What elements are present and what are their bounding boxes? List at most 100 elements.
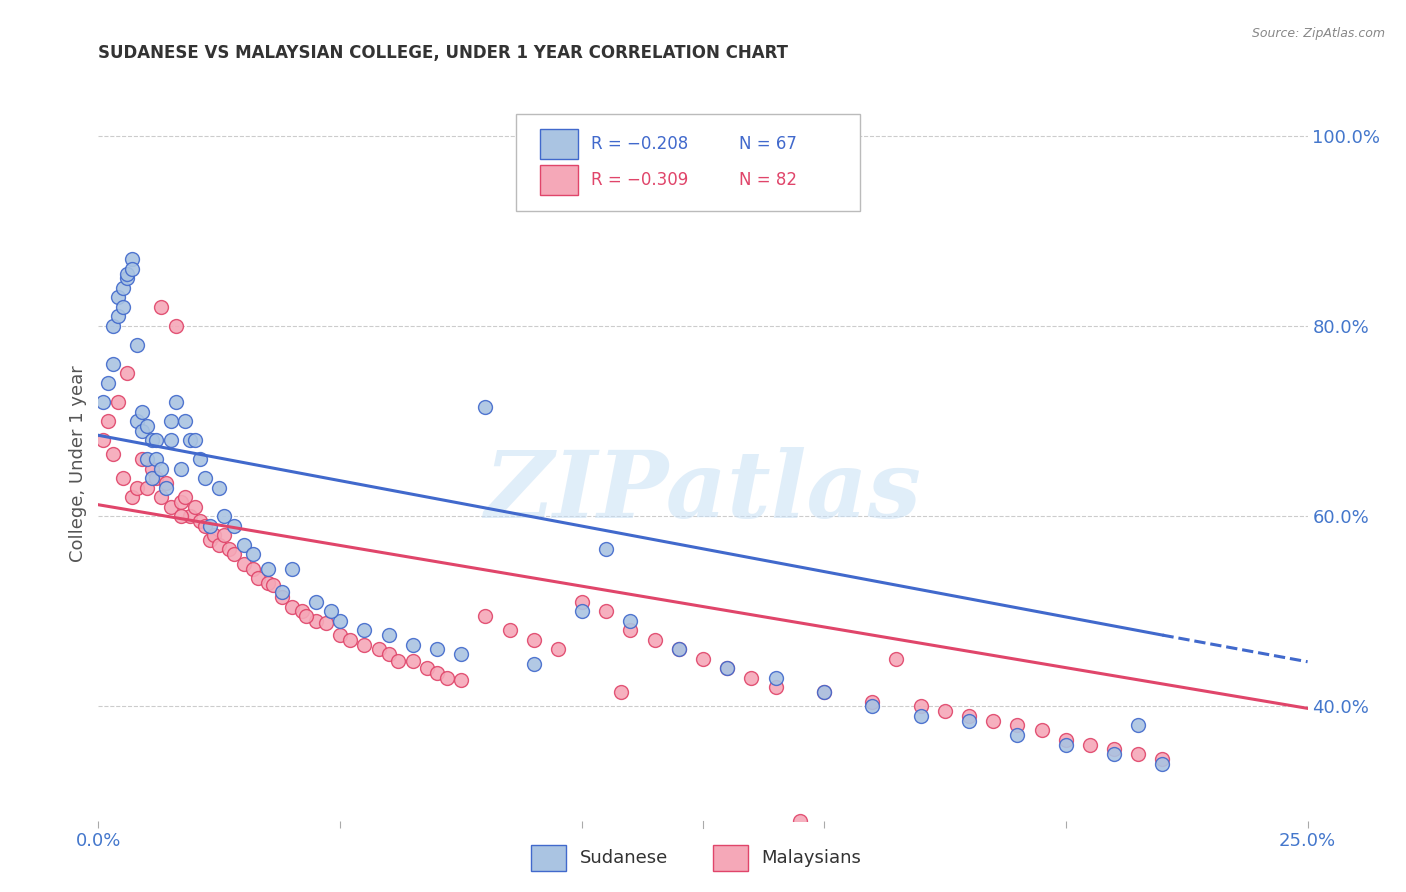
Point	[198, 533, 221, 547]
FancyBboxPatch shape	[531, 845, 567, 871]
FancyBboxPatch shape	[713, 845, 748, 871]
Point	[716, 661, 738, 675]
Point	[198, 518, 221, 533]
Point	[127, 481, 149, 495]
Point	[668, 642, 690, 657]
Point	[281, 561, 304, 575]
Point	[184, 433, 207, 447]
Point	[179, 509, 201, 524]
Point	[111, 281, 134, 295]
Text: ZIPatlas: ZIPatlas	[485, 448, 921, 537]
Point	[179, 433, 201, 447]
Point	[595, 604, 617, 618]
Point	[474, 609, 496, 624]
Point	[416, 661, 439, 675]
Point	[281, 599, 304, 614]
Point	[208, 481, 231, 495]
Point	[107, 395, 129, 409]
Point	[377, 647, 399, 661]
Point	[131, 404, 153, 418]
Point	[111, 471, 134, 485]
Point	[523, 632, 546, 647]
Point	[262, 577, 284, 591]
Point	[1054, 732, 1077, 747]
Point	[141, 471, 163, 485]
Point	[194, 518, 217, 533]
FancyBboxPatch shape	[516, 114, 860, 211]
Point	[256, 561, 278, 575]
Point	[271, 590, 294, 604]
Point	[107, 290, 129, 304]
Point	[127, 414, 149, 428]
Point	[957, 709, 980, 723]
Point	[271, 585, 294, 599]
Point	[353, 638, 375, 652]
Point	[242, 561, 264, 575]
Point	[117, 267, 139, 281]
Point	[160, 433, 183, 447]
Point	[218, 542, 240, 557]
Point	[91, 433, 114, 447]
Point	[305, 595, 328, 609]
Point	[668, 642, 690, 657]
Point	[377, 628, 399, 642]
Point	[305, 614, 328, 628]
Point	[135, 452, 157, 467]
Point	[242, 547, 264, 561]
Point	[426, 666, 449, 681]
Point	[150, 300, 173, 314]
Point	[813, 685, 835, 699]
Text: Sudanese: Sudanese	[579, 849, 668, 867]
Point	[256, 575, 278, 590]
FancyBboxPatch shape	[540, 128, 578, 159]
Point	[329, 614, 352, 628]
Point	[127, 338, 149, 352]
Point	[194, 471, 217, 485]
Point	[740, 671, 762, 685]
Point	[426, 642, 449, 657]
Text: R = −0.309: R = −0.309	[591, 170, 688, 189]
Point	[765, 671, 787, 685]
Point	[165, 395, 187, 409]
Point	[121, 252, 143, 267]
Point	[353, 624, 375, 638]
Point	[290, 604, 312, 618]
Point	[934, 704, 956, 718]
Point	[1102, 742, 1125, 756]
Point	[184, 500, 207, 514]
Point	[222, 547, 245, 561]
Point	[402, 654, 425, 668]
Point	[368, 642, 391, 657]
Point	[886, 652, 908, 666]
Point	[91, 395, 114, 409]
Point	[450, 647, 472, 661]
Point	[155, 481, 177, 495]
Y-axis label: College, Under 1 year: College, Under 1 year	[69, 366, 87, 562]
Point	[1007, 728, 1029, 742]
Point	[117, 367, 139, 381]
Point	[131, 424, 153, 438]
Point	[910, 699, 932, 714]
Point	[135, 481, 157, 495]
Point	[150, 490, 173, 504]
Point	[957, 714, 980, 728]
Point	[169, 495, 191, 509]
Point	[619, 624, 641, 638]
Point	[174, 490, 197, 504]
Point	[160, 414, 183, 428]
Point	[315, 615, 337, 630]
FancyBboxPatch shape	[540, 165, 578, 194]
Text: R = −0.208: R = −0.208	[591, 135, 688, 153]
Point	[716, 661, 738, 675]
Point	[523, 657, 546, 671]
Point	[692, 652, 714, 666]
Point	[295, 609, 318, 624]
Point	[169, 461, 191, 475]
Point	[1007, 718, 1029, 732]
Point	[247, 571, 270, 585]
Point	[981, 714, 1004, 728]
Text: SUDANESE VS MALAYSIAN COLLEGE, UNDER 1 YEAR CORRELATION CHART: SUDANESE VS MALAYSIAN COLLEGE, UNDER 1 Y…	[98, 45, 789, 62]
Point	[1152, 756, 1174, 771]
Point	[571, 595, 593, 609]
Point	[131, 452, 153, 467]
